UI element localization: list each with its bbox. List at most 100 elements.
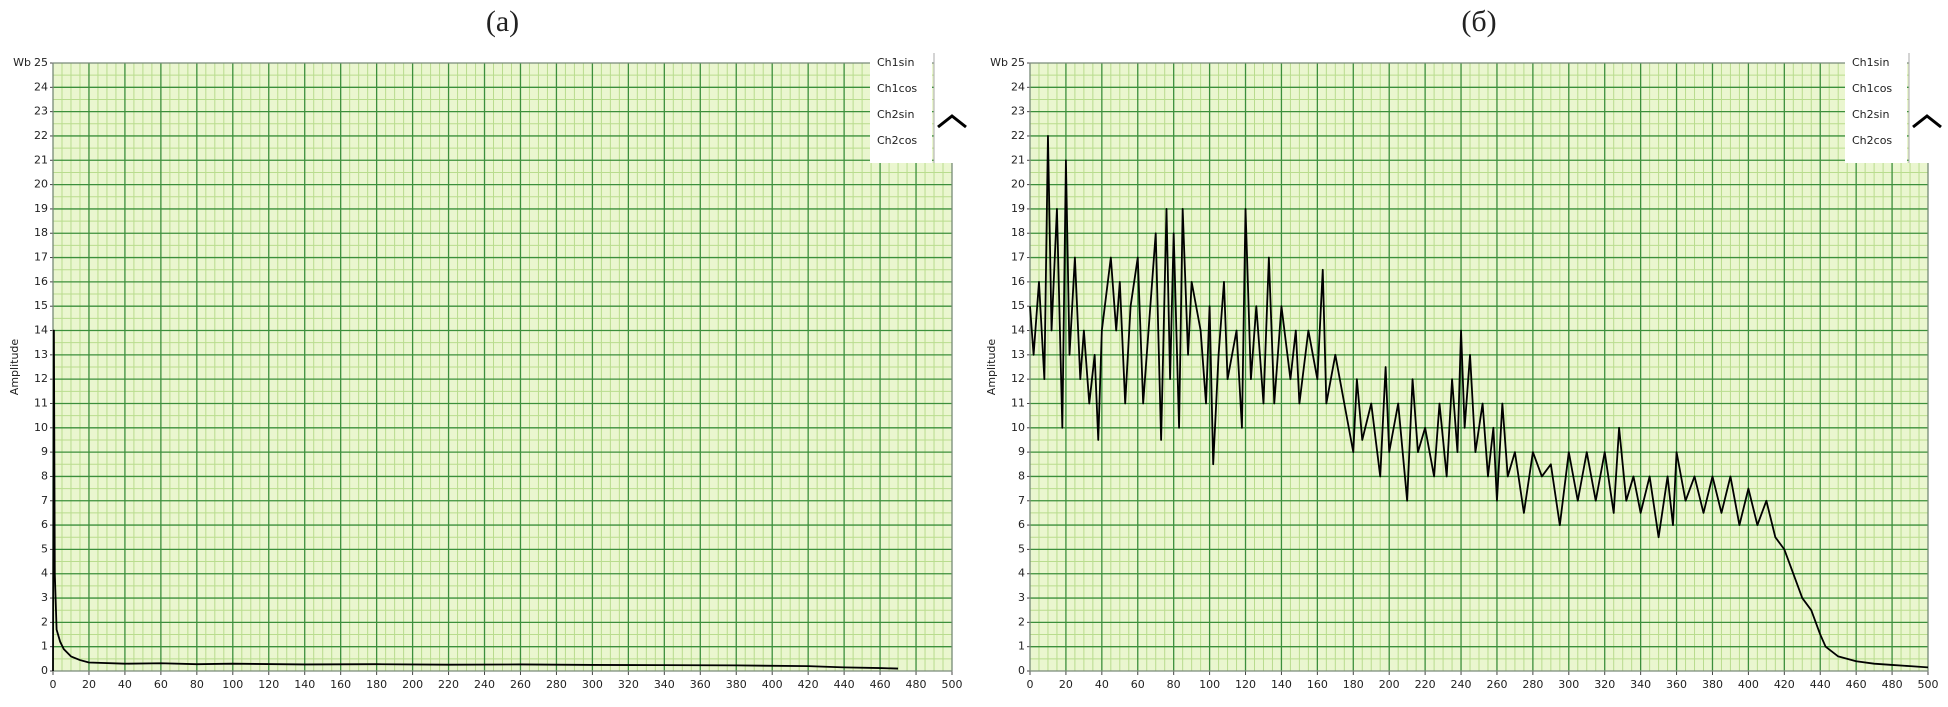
y-tick-label: 22 [1011,129,1025,142]
legend-scroll [1909,53,1945,163]
x-tick-label: 240 [1451,678,1472,691]
data-line [52,329,899,672]
y-tick-label: 20 [34,178,48,191]
x-tick-label: 0 [1027,678,1034,691]
x-tick-label: 0 [50,678,57,691]
y-tick-label: 11 [34,396,48,409]
legend-label: Ch1cos [1852,82,1892,95]
y-tick-label: 4 [41,567,48,580]
y-tick-label: 18 [34,226,48,239]
y-tick-label: 20 [1011,178,1025,191]
x-tick-label: 180 [366,678,387,691]
y-tick-label: 21 [1011,153,1025,166]
y-tick-label: 14 [34,324,48,337]
x-tick-label: 80 [1167,678,1181,691]
x-tick-label: 220 [1415,678,1436,691]
y-tick-label: 22 [34,129,48,142]
legend-arrow [937,114,967,129]
y-tick-label: 16 [1011,275,1025,288]
x-tick-label: 400 [762,678,783,691]
legend-label: Ch1cos [877,82,917,95]
x-tick-label: 420 [1774,678,1795,691]
x-tick-label: 300 [582,678,603,691]
y-tick-label: 19 [34,202,48,215]
y-unit: Wb [990,56,1008,69]
x-tick-label: 220 [438,678,459,691]
legend-scroll [934,53,970,163]
x-tick-label: 380 [1702,678,1723,691]
y-tick-label: 9 [41,445,48,458]
y-tick-label: 10 [34,421,48,434]
x-tick-label: 500 [942,678,963,691]
y-tick-label: 23 [1011,105,1025,118]
x-tick-label: 480 [906,678,927,691]
y-tick-label: 12 [34,372,48,385]
x-tick-label: 120 [258,678,279,691]
x-tick-label: 440 [1810,678,1831,691]
x-tick-label: 320 [618,678,639,691]
y-tick-label: 19 [1011,202,1025,215]
legend-label: Ch2cos [1852,134,1892,147]
y-tick-label: 7 [1018,494,1025,507]
legend-box [870,53,932,163]
x-tick-label: 400 [1738,678,1759,691]
y-tick-label: 6 [41,518,48,531]
x-tick-label: 340 [1630,678,1651,691]
y-tick-label: 23 [34,105,48,118]
y-tick-label: 17 [34,251,48,264]
y-tick-label: 1 [41,640,48,653]
y-tick-label: 18 [1011,226,1025,239]
x-tick-label: 280 [546,678,567,691]
y-tick-label: 9 [1018,445,1025,458]
y-tick-label: 13 [34,348,48,361]
x-tick-label: 60 [154,678,168,691]
x-tick-label: 500 [1918,678,1939,691]
y-tick-label: 2 [41,615,48,628]
x-tick-label: 260 [510,678,531,691]
y-tick-label: 3 [1018,591,1025,604]
x-tick-label: 20 [82,678,96,691]
x-tick-label: 260 [1486,678,1507,691]
y-tick-label: 21 [34,153,48,166]
x-tick-label: 20 [1059,678,1073,691]
y-axis-label: Amplitude [985,339,998,396]
x-tick-label: 40 [1095,678,1109,691]
y-tick-label: 25 [1011,56,1025,69]
y-axis-label: Amplitude [8,339,21,396]
x-tick-label: 360 [1666,678,1687,691]
x-tick-label: 160 [1307,678,1328,691]
x-tick-label: 200 [402,678,423,691]
x-tick-label: 280 [1522,678,1543,691]
y-tick-label: 1 [1018,640,1025,653]
x-tick-label: 340 [654,678,675,691]
legend-label: Ch1sin [1852,56,1889,69]
x-tick-label: 320 [1594,678,1615,691]
x-tick-label: 420 [798,678,819,691]
y-tick-label: 16 [34,275,48,288]
x-tick-label: 180 [1343,678,1364,691]
y-tick-label: 8 [41,469,48,482]
y-tick-label: 2 [1018,615,1025,628]
y-tick-label: 7 [41,494,48,507]
x-tick-label: 440 [834,678,855,691]
x-tick-label: 40 [118,678,132,691]
x-tick-label: 380 [726,678,747,691]
x-tick-label: 360 [690,678,711,691]
legend-label: Ch2sin [877,108,914,121]
legend-label: Ch1sin [877,56,914,69]
y-tick-label: 0 [1018,664,1025,677]
data-line [1029,135,1929,669]
y-tick-label: 24 [1011,80,1025,93]
x-tick-label: 60 [1131,678,1145,691]
legend-arrow [1912,114,1942,129]
x-tick-label: 140 [294,678,315,691]
x-tick-label: 240 [474,678,495,691]
x-tick-label: 460 [870,678,891,691]
x-tick-label: 140 [1271,678,1292,691]
plot-frame [1029,62,1929,672]
legend-label: Ch2sin [1852,108,1889,121]
x-tick-label: 200 [1379,678,1400,691]
x-tick-label: 100 [222,678,243,691]
y-tick-label: 6 [1018,518,1025,531]
y-tick-label: 25 [34,56,48,69]
